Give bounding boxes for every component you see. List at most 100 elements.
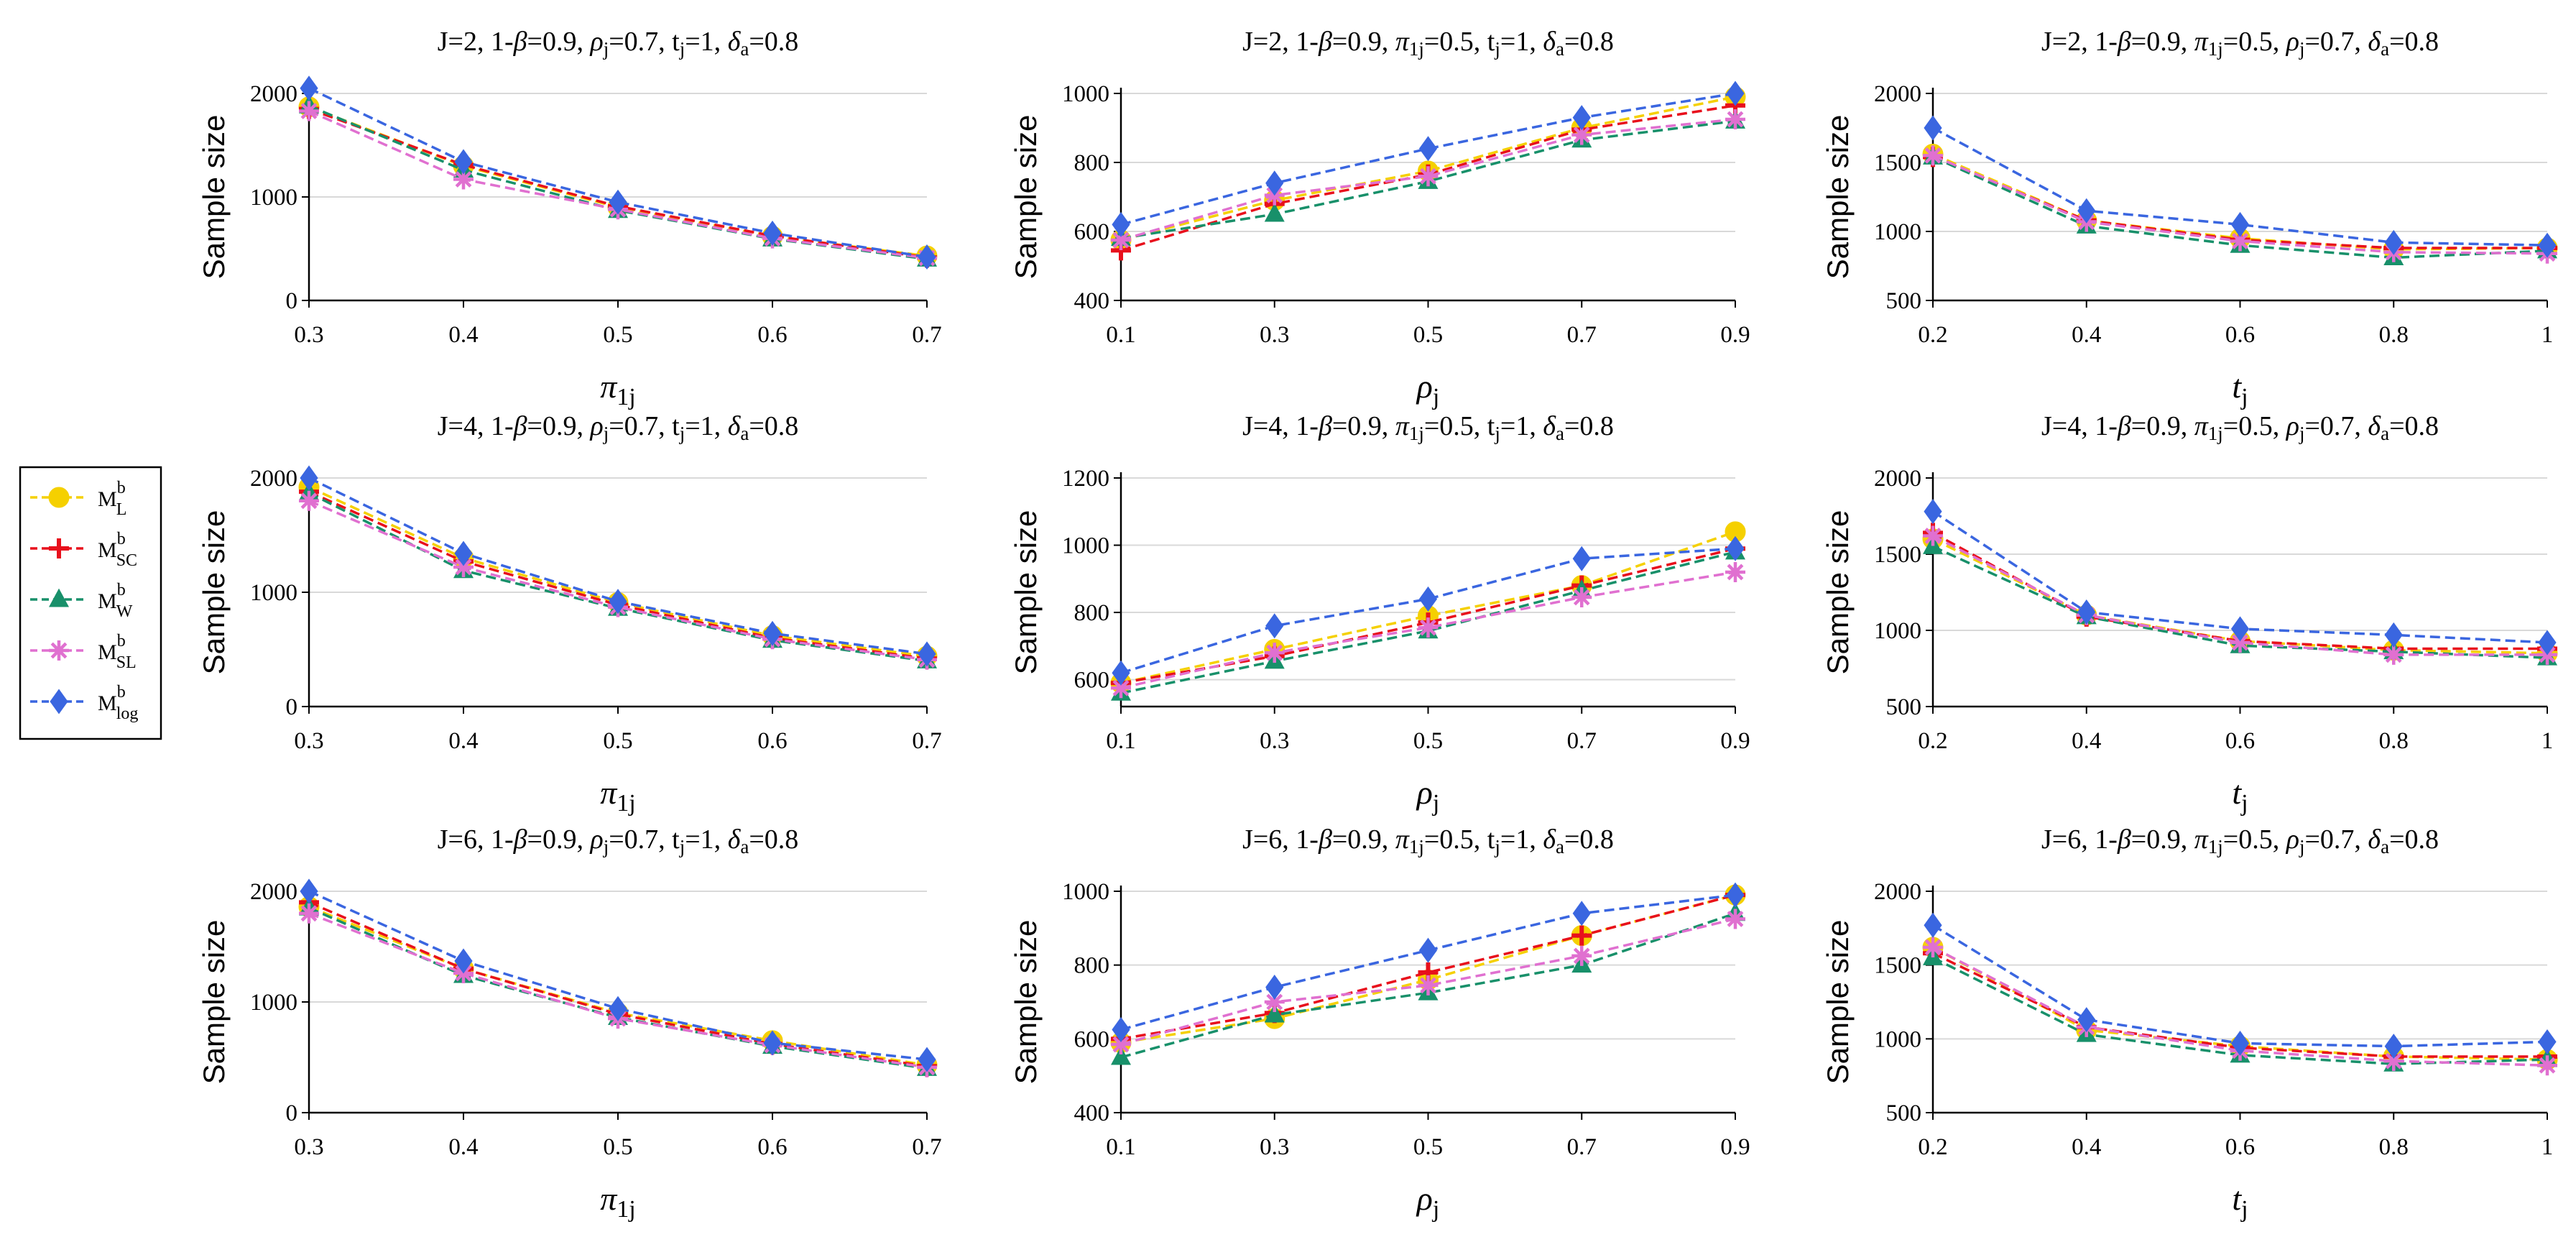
y-tick-label: 500 <box>1886 1100 1922 1126</box>
y-tick-label: 2000 <box>1874 466 1921 492</box>
chart-title: J=2, 1-β=0.9, π1j=0.5, ρj=0.7, δa=0.8 <box>2041 27 2439 60</box>
series-line <box>308 486 928 658</box>
x-tick-label: 0.6 <box>2225 322 2255 348</box>
data-point <box>1112 211 1130 237</box>
data-point <box>2538 1029 2557 1054</box>
data-point <box>1571 925 1592 946</box>
x-tick-label: 0.6 <box>757 322 787 348</box>
x-tick-label: 0.2 <box>1918 1134 1947 1160</box>
chart-panel-7: 0 1000 2000 0.3 0.4 0.5 0.6 0.7 J=6, 1-β=0.9, ρj… <box>197 824 942 1223</box>
data-point <box>609 995 627 1021</box>
data-point <box>1571 124 1592 145</box>
chart-title: J=2, 1-β=0.9, π1j=0.5, tj=1, δa=0.8 <box>1242 27 1614 60</box>
y-tick-label: 1500 <box>1874 542 1921 568</box>
series-w <box>299 482 937 668</box>
y-tick-label: 1000 <box>250 185 297 211</box>
data-point <box>609 589 627 615</box>
data-point <box>763 1030 782 1056</box>
data-point <box>1571 945 1592 966</box>
series-sc <box>299 892 937 1077</box>
series-sc <box>299 482 937 669</box>
data-point <box>300 878 318 904</box>
data-point <box>1571 587 1592 608</box>
chart-panel-6: 500 1000 1500 2000 0.2 0.4 0.6 0.8 1 J=4, 1-β=0.9… <box>1821 411 2558 817</box>
x-axis-label: ρj <box>1416 1180 1440 1223</box>
x-tick-label: 0.1 <box>1106 728 1135 754</box>
x-tick-label: 0.3 <box>1260 728 1289 754</box>
legend: Mb L Mb SC Mb W Mb SL Mb log <box>19 466 162 740</box>
data-point <box>2230 231 2250 252</box>
y-tick-label: 400 <box>1074 1100 1110 1126</box>
series-sl <box>1111 109 1745 250</box>
series-line <box>308 87 928 259</box>
legend-label: Mb L <box>98 479 126 519</box>
legend-marker <box>49 538 69 558</box>
legend-marker <box>49 588 69 607</box>
x-tick-label: 0.6 <box>2225 728 2255 754</box>
data-point <box>1924 499 1942 525</box>
data-point <box>2077 599 2096 625</box>
data-point <box>453 169 474 190</box>
data-point <box>454 948 473 974</box>
series-line <box>308 890 928 1061</box>
data-point <box>2077 1007 2096 1033</box>
x-tick-label: 0.6 <box>2225 1134 2255 1160</box>
data-point <box>300 75 318 101</box>
series-line <box>1120 104 1736 252</box>
chart-panel-2: 400 600 800 1000 0.1 0.3 0.5 0.7 0.9 J=2, 1-β=0.9… <box>1009 27 1750 410</box>
x-tick-label: 0.4 <box>448 728 478 754</box>
x-tick-label: 0.1 <box>1106 322 1135 348</box>
x-axis-label: tj <box>2232 1180 2248 1223</box>
x-tick-label: 1 <box>2542 1134 2554 1160</box>
x-tick-label: 0.3 <box>1260 322 1289 348</box>
data-point <box>2230 211 2250 237</box>
y-axis-label: Sample size <box>1821 115 1855 280</box>
x-tick-label: 0.8 <box>2379 322 2409 348</box>
data-point <box>1418 166 1439 187</box>
data-point <box>918 1047 936 1072</box>
data-point <box>1418 617 1439 638</box>
data-point <box>2384 1034 2403 1059</box>
series-l <box>298 96 938 267</box>
x-tick-label: 0.7 <box>1567 728 1597 754</box>
legend-label: Mb W <box>98 581 133 621</box>
y-tick-label: 600 <box>1074 219 1110 245</box>
y-tick-label: 2000 <box>250 81 297 107</box>
legend-item-l: Mb L <box>30 479 126 519</box>
chart-panel-5: 600 800 1000 1200 0.1 0.3 0.5 0.7 0.9 J=4, 1-β=0.… <box>1009 411 1750 817</box>
data-point <box>1265 170 1284 196</box>
y-tick-label: 1000 <box>1062 81 1109 107</box>
series-sl <box>1111 909 1745 1055</box>
y-tick-label: 1000 <box>1874 618 1921 644</box>
y-axis-label: Sample size <box>1821 510 1855 675</box>
x-tick-label: 0.4 <box>2072 728 2101 754</box>
y-tick-label: 2000 <box>1874 81 1921 107</box>
data-point <box>2230 632 2250 653</box>
series-sl <box>1923 525 2557 665</box>
x-tick-label: 0.2 <box>1918 322 1947 348</box>
series-line <box>308 912 928 1069</box>
data-point <box>1111 230 1131 250</box>
x-tick-label: 0.1 <box>1106 1134 1135 1160</box>
series-sl <box>1923 145 2557 264</box>
legend-marker <box>48 487 70 508</box>
y-tick-label: 0 <box>286 288 298 314</box>
legend-label: Mb SC <box>98 530 137 570</box>
x-axis-label: π1j <box>600 1180 636 1223</box>
series-log <box>1924 912 2557 1059</box>
y-tick-label: 1000 <box>1062 879 1109 905</box>
y-tick-label: 400 <box>1074 288 1110 314</box>
data-point <box>2537 1055 2557 1076</box>
series-line <box>308 106 928 257</box>
x-tick-label: 0.7 <box>1567 1134 1597 1160</box>
x-tick-label: 0.5 <box>1413 728 1443 754</box>
data-point <box>1112 660 1130 686</box>
data-point <box>609 189 627 215</box>
series-l <box>298 896 938 1076</box>
data-point <box>2230 616 2250 642</box>
data-point <box>453 557 474 578</box>
data-point <box>299 101 319 121</box>
chart-title: J=6, 1-β=0.9, π1j=0.5, tj=1, δa=0.8 <box>1242 824 1614 857</box>
x-tick-label: 0.3 <box>294 728 323 754</box>
y-tick-label: 500 <box>1886 288 1922 314</box>
